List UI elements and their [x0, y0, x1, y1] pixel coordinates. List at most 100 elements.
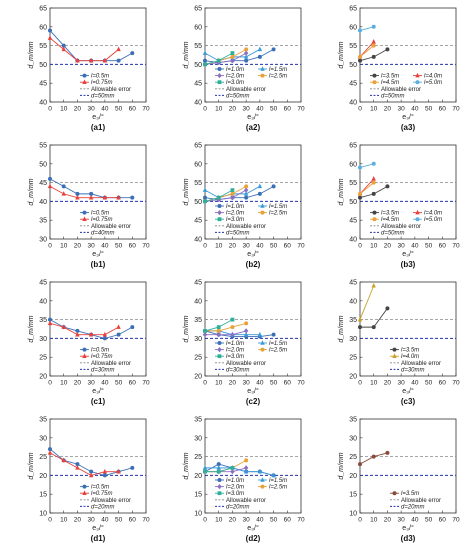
legend-marker	[260, 203, 265, 208]
data-point	[116, 58, 121, 63]
data-point	[271, 472, 276, 478]
x-tick-label: 30	[398, 106, 406, 113]
legend-marker	[260, 73, 265, 78]
y-tick-label: 50	[39, 161, 47, 168]
data-point	[358, 54, 362, 59]
data-point	[102, 336, 107, 341]
data-point	[371, 161, 376, 166]
x-axis-label: e₃/°	[247, 387, 259, 395]
y-tick-label: 15	[349, 492, 357, 499]
legend-label: Allowable error	[401, 361, 441, 367]
x-tick-label: 10	[60, 517, 68, 524]
y-tick-label: 60	[39, 24, 47, 31]
y-tick-label: 65	[194, 143, 202, 150]
y-tick-label: 60	[349, 161, 357, 168]
data-point	[203, 195, 207, 200]
y-tick-label: 55	[194, 180, 202, 187]
data-point	[230, 195, 235, 201]
x-tick-label: 50	[270, 106, 278, 113]
x-tick-label: 20	[229, 243, 237, 250]
data-point	[47, 450, 53, 455]
x-tick-label: 50	[115, 380, 123, 387]
data-point	[271, 47, 276, 52]
data-point	[130, 465, 135, 470]
legend-marker	[217, 210, 222, 216]
y-axis-label: d_m/mm	[28, 178, 35, 205]
chart-panel: 40 45 50 55 60 65 0 10 20 30 40 50 60 70 e₃/° d_m/mm l=1…	[183, 143, 305, 270]
legend-label: l=3.0m	[226, 491, 244, 497]
y-tick-label: 25	[349, 355, 357, 362]
y-tick-label: 40	[194, 237, 202, 244]
x-tick-label: 50	[115, 517, 123, 524]
x-tick-label: 20	[74, 243, 82, 250]
legend-marker	[372, 73, 377, 78]
x-tick-label: 70	[142, 106, 150, 113]
data-point	[61, 184, 66, 189]
legend-label: l=1.0m	[226, 478, 244, 484]
data-point	[48, 447, 52, 452]
legend-label: Allowable error	[401, 498, 441, 504]
legend-label: l=2.5m	[269, 211, 287, 217]
data-point	[61, 457, 66, 463]
legend-label: l=3.0m	[226, 354, 244, 360]
y-tick-label: 35	[39, 417, 47, 424]
legend-label: l=2.5m	[269, 485, 287, 491]
data-point	[371, 24, 376, 29]
x-tick-label: 0	[203, 517, 207, 524]
y-axis-label: d_m/mm	[338, 178, 345, 205]
data-point	[48, 28, 52, 33]
x-tick-label: 50	[425, 517, 433, 524]
x-tick-label: 50	[270, 517, 278, 524]
y-tick-label: 45	[349, 81, 357, 88]
legend-label: l=2.0m	[226, 348, 244, 354]
x-tick-label: 0	[48, 243, 52, 250]
x-axis-label: e₃/°	[92, 387, 104, 395]
x-tick-label: 60	[129, 517, 137, 524]
data-point	[216, 328, 221, 333]
data-point	[230, 469, 235, 475]
y-tick-label: 50	[349, 62, 357, 69]
legend-label: l=0.75m	[91, 217, 113, 223]
data-point	[202, 187, 208, 192]
data-point	[371, 43, 376, 48]
data-point	[47, 35, 53, 40]
y-axis-label: d_m/mm	[183, 452, 190, 479]
y-tick-label: 40	[194, 100, 202, 107]
x-tick-label: 30	[88, 517, 96, 524]
legend-label: l=5.0m	[424, 80, 442, 86]
x-tick-label: 0	[48, 517, 52, 524]
x-tick-label: 70	[297, 106, 305, 113]
data-point	[230, 325, 235, 330]
series-line	[204, 52, 247, 65]
y-tick-label: 20	[349, 374, 357, 381]
legend-label: l=3.5m	[401, 491, 419, 497]
legend-marker	[372, 80, 377, 85]
plot-frame	[204, 7, 302, 103]
legend-label: l=1.5m	[269, 67, 287, 73]
legend-label: l=0.5m	[91, 485, 109, 491]
data-point	[358, 58, 362, 63]
legend-label: l=2.0m	[226, 74, 244, 80]
legend-marker	[217, 491, 222, 496]
x-axis-label: e₃/°	[247, 250, 259, 258]
x-tick-label: 60	[129, 380, 137, 387]
plot-frame	[49, 7, 147, 103]
legend: l=1.0m l=1.5m l=2.0m l=2.5m l=3.0mAllowable …	[215, 66, 287, 99]
data-point	[358, 28, 362, 33]
data-point	[230, 332, 235, 338]
data-point	[216, 469, 221, 474]
data-point	[89, 191, 94, 196]
data-point	[203, 62, 207, 67]
y-tick-label: 35	[349, 317, 357, 324]
x-tick-label: 50	[425, 243, 433, 250]
y-axis-label: d_m/mm	[28, 315, 35, 342]
y-tick-label: 55	[39, 43, 47, 50]
x-tick-label: 70	[452, 243, 460, 250]
data-point	[243, 465, 249, 471]
x-tick-label: 0	[203, 380, 207, 387]
series-line	[359, 41, 375, 58]
